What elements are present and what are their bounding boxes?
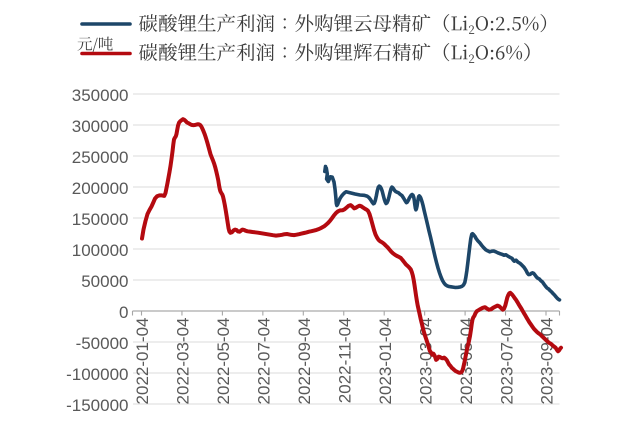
svg-text:2022-03-04: 2022-03-04 [174, 318, 193, 405]
svg-text:2022-11-04: 2022-11-04 [335, 318, 354, 404]
svg-text:250000: 250000 [72, 148, 129, 167]
svg-text:2023-03-04: 2023-03-04 [416, 318, 435, 405]
svg-text:2023-01-04: 2023-01-04 [376, 318, 395, 405]
svg-text:2022-01-04: 2022-01-04 [133, 318, 152, 405]
svg-text:2022-09-04: 2022-09-04 [295, 318, 314, 405]
svg-text:50000: 50000 [81, 272, 128, 291]
svg-text:-100000: -100000 [66, 365, 128, 384]
svg-text:-50000: -50000 [76, 334, 129, 353]
svg-text:2022-05-04: 2022-05-04 [214, 318, 233, 405]
svg-text:2022-07-04: 2022-07-04 [255, 318, 274, 405]
svg-text:200000: 200000 [72, 179, 129, 198]
svg-text:0: 0 [119, 303, 128, 322]
svg-text:150000: 150000 [72, 210, 129, 229]
svg-text:100000: 100000 [72, 241, 129, 260]
svg-text:2023-07-04: 2023-07-04 [497, 318, 516, 405]
svg-text:300000: 300000 [72, 117, 129, 136]
svg-text:350000: 350000 [72, 86, 129, 105]
svg-text:2023-09-04: 2023-09-04 [538, 318, 557, 405]
svg-text:-150000: -150000 [66, 396, 128, 415]
